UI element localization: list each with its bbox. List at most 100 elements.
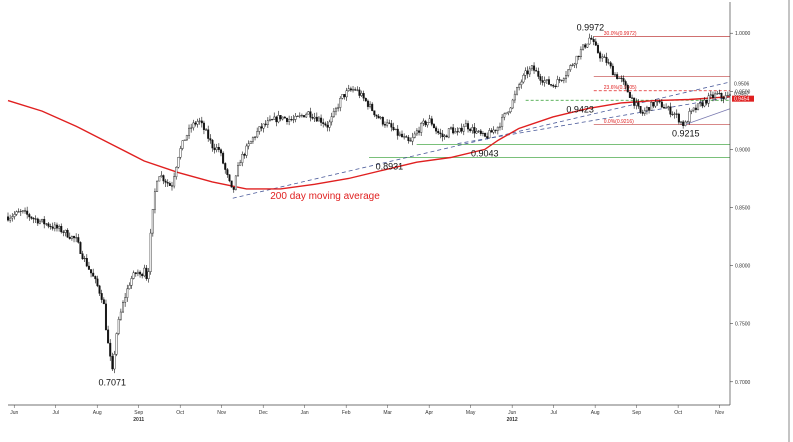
candle-body (347, 88, 350, 91)
candle-body (660, 101, 663, 108)
candle-body (313, 116, 316, 119)
candle-body (637, 102, 640, 107)
candle-body (237, 165, 240, 177)
candle-body (530, 65, 533, 70)
candle-body (317, 117, 320, 122)
candle-body (462, 126, 465, 132)
candle-body (714, 93, 717, 98)
candle-body (15, 211, 18, 215)
candle-body (234, 175, 237, 190)
level-label: 23.6%(0.9505) (604, 85, 637, 91)
candle-body (243, 154, 246, 156)
candle-body (36, 218, 39, 224)
candle-body (247, 143, 250, 147)
candle-body (682, 121, 685, 126)
candle-body (409, 140, 412, 142)
candle-body (264, 123, 267, 125)
candle-body (533, 65, 536, 71)
candle-body (177, 157, 180, 168)
candle-body (603, 56, 606, 58)
candle-body (599, 52, 602, 59)
price-marker-bg (732, 95, 754, 102)
annotation-0-7071: 0.7071 (98, 378, 126, 388)
candle-body (273, 116, 276, 120)
month-label-may: May (466, 410, 476, 416)
trendline (232, 81, 731, 199)
candle-body (19, 210, 22, 212)
candle-body (143, 267, 146, 277)
candle-body (94, 276, 97, 280)
candle-body (183, 139, 186, 141)
candle-body (217, 147, 220, 150)
candle-body (524, 70, 527, 76)
candle-body (170, 185, 173, 187)
candle-body (245, 145, 248, 156)
candle-body (298, 115, 301, 117)
candle-body (435, 127, 438, 132)
candle-body (611, 65, 614, 76)
candle-body (722, 97, 725, 100)
candle-body (501, 116, 504, 128)
candle-body (652, 102, 655, 107)
candle-body (577, 55, 580, 58)
candle-body (53, 224, 56, 229)
candle-body (134, 272, 137, 274)
candle-body (205, 129, 208, 131)
candle-body (66, 229, 69, 238)
candle-body (403, 136, 406, 138)
candle-body (592, 39, 595, 42)
candle-body (565, 75, 568, 79)
candle-body (505, 112, 508, 115)
candle-body (605, 57, 608, 63)
candle-body (522, 75, 525, 83)
candle-body (34, 218, 37, 220)
candle-body (266, 120, 269, 125)
candle-body (631, 97, 634, 99)
candle-body (528, 68, 531, 75)
candle-body (345, 90, 348, 98)
candle-body (441, 133, 444, 138)
candle-body (104, 303, 107, 331)
candle-body (613, 74, 616, 76)
month-label-oct: Oct (674, 410, 682, 416)
candle-body (162, 175, 165, 182)
candle-body (173, 176, 176, 187)
annotation-0-9423: 0.9423 (566, 104, 594, 114)
candle-body (68, 236, 71, 239)
candle-body (11, 216, 14, 219)
candle-body (117, 319, 120, 334)
candle-body (228, 174, 231, 182)
candle-body (21, 210, 24, 212)
candle-body (579, 49, 582, 58)
candle-body (160, 175, 163, 177)
candle-body (394, 128, 397, 130)
candle-body (277, 115, 280, 123)
candle-body (354, 89, 357, 91)
month-label-dec: Dec (259, 410, 268, 416)
candle-body (616, 74, 619, 79)
candle-body (288, 119, 291, 122)
candle-body (488, 130, 491, 139)
candle-body (296, 115, 299, 117)
candle-body (460, 127, 463, 132)
candle-body (703, 99, 706, 107)
candle-body (426, 122, 429, 126)
month-label-feb: Feb (342, 410, 351, 416)
candle-body (688, 111, 691, 123)
candle-body (471, 127, 474, 131)
candle-body (147, 271, 150, 279)
candle-body (362, 93, 365, 99)
candle-body (705, 99, 708, 104)
year-label-2011: 2011 (133, 417, 144, 423)
candle-body (339, 98, 342, 108)
candle-body (100, 293, 103, 300)
candle-body (635, 102, 638, 106)
candle-body (447, 128, 450, 138)
candle-body (511, 99, 514, 109)
candle-body (590, 37, 593, 40)
candle-body (449, 127, 452, 129)
candle-body (330, 116, 333, 123)
candle-body (513, 93, 516, 101)
candle-body (256, 131, 259, 138)
